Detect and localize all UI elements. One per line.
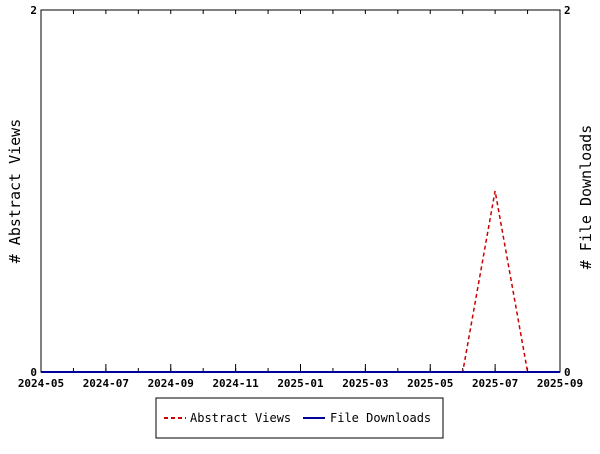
right-y-tick-label-2: 2 [564, 4, 571, 17]
right-y-axis-title: # File Downloads [577, 125, 595, 270]
left-y-tick-label-2: 2 [30, 4, 37, 17]
x-tick-label-2025-03: 2025-03 [342, 377, 388, 390]
x-tick-label-2025-09: 2025-09 [537, 377, 583, 390]
x-tick-label-2025-07: 2025-07 [472, 377, 518, 390]
x-tick-label-2024-05: 2024-05 [18, 377, 64, 390]
x-tick-label-2024-07: 2024-07 [83, 377, 129, 390]
legend: Abstract Views File Downloads [155, 397, 444, 439]
right-y-tick-label-0: 0 [564, 366, 571, 379]
left-y-tick-label-0: 0 [30, 366, 37, 379]
x-axis-tick-labels: 2024-05 2024-07 2024-09 2024-11 2025-01 2025-… [18, 377, 583, 390]
x-tick-label-2024-11: 2024-11 [212, 377, 259, 390]
x-tick-label-2025-01: 2025-01 [277, 377, 324, 390]
x-tick-label-2025-05: 2025-05 [407, 377, 453, 390]
legend-label-abstract-views: Abstract Views [190, 411, 291, 425]
legend-label-file-downloads: File Downloads [330, 411, 431, 425]
legend-box [155, 397, 444, 439]
series-layer [41, 190, 560, 373]
left-y-axis-title: # Abstract Views [6, 119, 24, 264]
x-tick-label-2024-09: 2024-09 [148, 377, 194, 390]
